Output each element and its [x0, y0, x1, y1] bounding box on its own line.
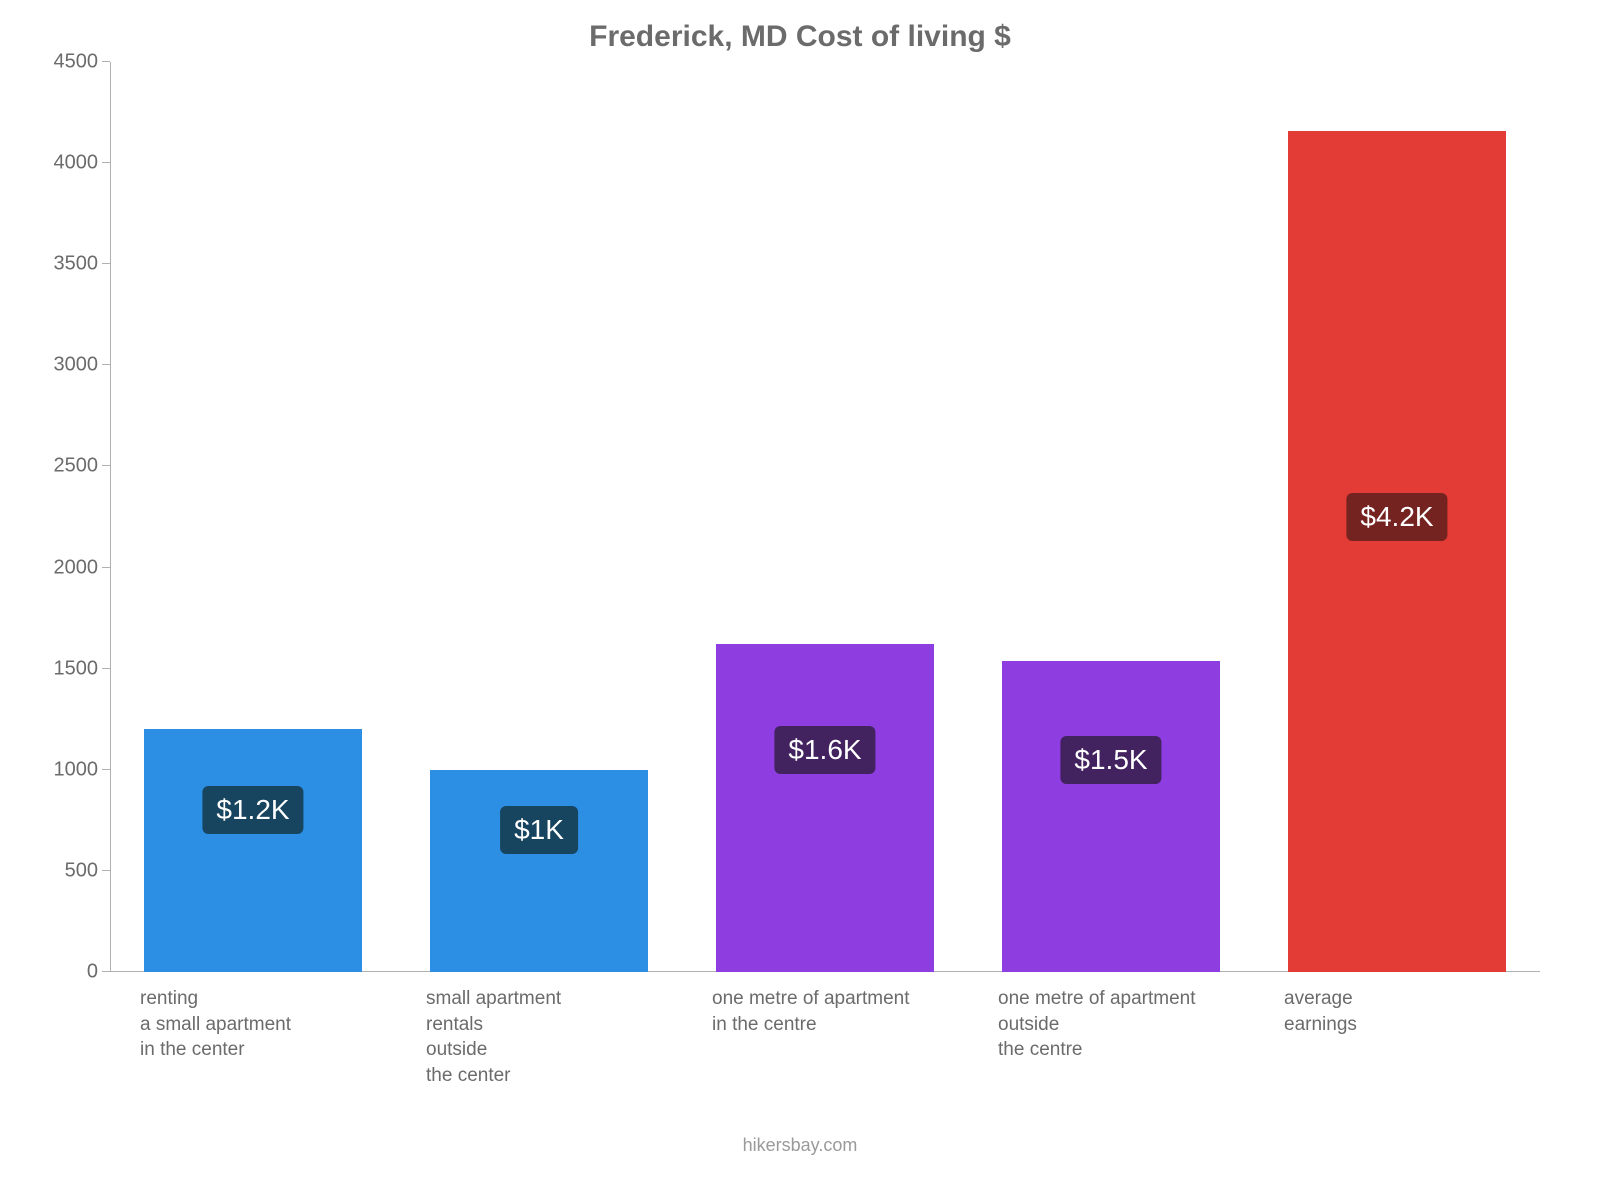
bar-slot: $1.2K: [110, 62, 396, 972]
bar-value-label: $1.5K: [1060, 736, 1161, 784]
bar-slot: $1.5K: [968, 62, 1254, 972]
y-tick-label: 2500: [54, 455, 111, 478]
y-tick-label: 4500: [54, 51, 111, 74]
x-category-label: renting a small apartment in the center: [110, 986, 396, 1089]
y-tick-label: 1500: [54, 657, 111, 680]
bar: [716, 644, 933, 972]
bar-value-label: $1K: [500, 806, 578, 854]
plot-area: $1.2K$1K$1.6K$1.5K$4.2K 0500100015002000…: [110, 62, 1540, 972]
bar-slot: $1.6K: [682, 62, 968, 972]
bar-value-label: $4.2K: [1346, 493, 1447, 541]
bar-slot: $1K: [396, 62, 682, 972]
bar: [430, 770, 647, 972]
bar-slot: $4.2K: [1254, 62, 1540, 972]
y-tick-label: 3000: [54, 354, 111, 377]
bars-group: $1.2K $1K $1.6K $1.5K $4.2K: [110, 62, 1540, 972]
y-tick-label: 2000: [54, 556, 111, 579]
y-tick-label: 0: [87, 961, 110, 984]
bar-value-label: $1.6K: [774, 726, 875, 774]
x-category-label: one metre of apartment in the centre: [682, 986, 968, 1089]
bar: [1288, 131, 1505, 972]
attribution: hikersbay.com: [40, 1135, 1560, 1156]
bar: [1002, 661, 1219, 972]
chart-container: Frederick, MD Cost of living $ $1.2K$1K$…: [0, 0, 1600, 1200]
chart-title: Frederick, MD Cost of living $: [40, 20, 1560, 54]
y-tick-label: 500: [65, 859, 110, 882]
y-tick-label: 1000: [54, 758, 111, 781]
bar: [144, 729, 361, 972]
y-tick-label: 3500: [54, 253, 111, 276]
x-category-label: one metre of apartment outside the centr…: [968, 986, 1254, 1089]
x-labels-row: renting a small apartment in the centers…: [110, 986, 1540, 1089]
x-category-label: average earnings: [1254, 986, 1540, 1089]
x-category-label: small apartment rentals outside the cent…: [396, 986, 682, 1089]
bar-value-label: $1.2K: [202, 786, 303, 834]
y-tick-label: 4000: [54, 152, 111, 175]
